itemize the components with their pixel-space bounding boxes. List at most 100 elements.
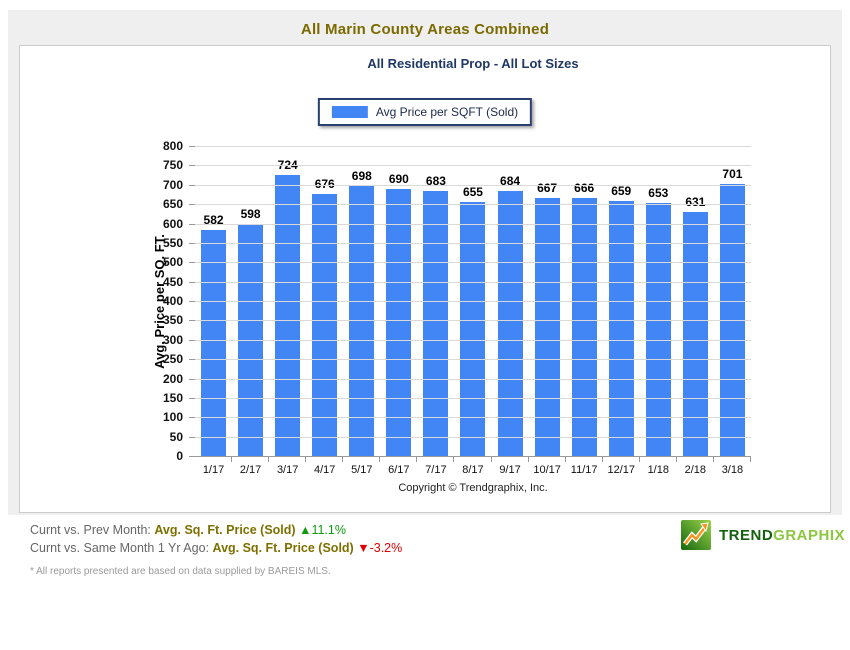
gridline [195,417,751,419]
legend: Avg Price per SQFT (Sold) [317,98,533,126]
y-tick-label: 500 [162,255,183,270]
bar-slot: 667 [529,146,566,456]
x-tick-mark [490,457,492,462]
stats-value: -3.2% [369,541,403,555]
bar-value-label: 598 [240,207,261,222]
bar-value-label: 653 [648,185,669,200]
y-tick-label: 350 [162,313,183,328]
y-tick-mark [189,456,195,457]
x-tick-label: 2/18 [677,457,714,476]
bar-slot: 701 [714,146,751,456]
y-tick-mark [189,223,195,225]
gridline [195,223,751,225]
y-tick-label: 150 [162,390,183,405]
y-tick-label: 650 [162,197,183,212]
bar-value-label: 631 [685,194,706,209]
x-axis-labels: 1/17 2/17 3/17 4/17 5/17 6/17 7/17 8/17 9/17 10/1… [195,457,751,476]
y-tick-label: 300 [162,332,183,347]
stats-metric: Avg. Sq. Ft. Price (Sold) [212,541,358,555]
bar-slot: 653 [640,146,677,456]
gridline [195,165,751,167]
y-tick-mark [189,242,195,244]
bar-value-label: 684 [500,173,521,188]
x-tick-mark [453,457,455,462]
y-tick-mark [189,339,195,341]
gridline [195,262,751,264]
bar-slot: 666 [566,146,603,456]
bar: 582 [201,213,227,456]
bar: 666 [571,181,597,456]
bar-value-label: 659 [611,183,632,198]
bar: 684 [497,174,523,456]
y-tick-mark [189,165,195,167]
bar-slot: 684 [492,146,529,456]
y-tick-label: 700 [162,177,183,192]
x-tick-label: 4/17 [306,457,344,476]
y-tick-label: 600 [162,216,183,231]
bar: 676 [312,177,338,456]
x-tick-label: 3/17 [269,457,307,476]
x-axis-line [189,456,751,457]
bar-value-label: 698 [351,168,372,183]
y-tick-mark [189,320,195,322]
y-tick-mark [189,262,195,264]
bar: 701 [719,167,745,456]
plot-area: 582 598 724 676 698 690 683 655 684 667 666 659 653 6… [163,139,751,463]
x-tick-label: 7/17 [417,457,455,476]
legend-swatch-icon [331,106,368,118]
trendgraphix-logo: TRENDGRAPHIX [681,520,845,550]
bar: 724 [275,158,301,456]
gridline [195,397,751,399]
gridline [195,359,751,361]
stats-value: 11.1% [311,523,346,537]
y-tick-label: 250 [162,352,183,367]
bar: 667 [534,181,560,456]
y-tick-label: 450 [162,274,183,289]
bar-value-label: 690 [388,171,409,186]
y-tick-mark [189,281,195,283]
x-tick-label: 6/17 [380,457,418,476]
x-tick-label: 3/18 [714,457,751,476]
bar: 655 [460,185,486,456]
x-tick-label: 5/17 [343,457,381,476]
stats-label: Curnt vs. Prev Month: [30,523,155,537]
up-arrow-icon: ▲ [299,523,312,537]
x-tick-mark [749,457,751,462]
y-tick-mark [189,204,195,206]
bar-value-label: 676 [314,177,335,192]
bar-slot: 655 [454,146,491,456]
chart-subtitle: All Residential Prop - All Lot Sizes [367,56,579,71]
footnote: * All reports presented are based on dat… [30,566,331,577]
x-tick-mark [231,457,233,462]
bar-slot: 683 [417,146,454,456]
page-title: All Marin County Areas Combined [300,21,550,38]
y-tick-label: 550 [162,235,183,250]
y-tick-mark [189,397,195,399]
x-tick-label: 11/17 [566,457,603,476]
stats-line-year-ago: Curnt vs. Same Month 1 Yr Ago: Avg. Sq. … [30,539,402,557]
y-tick-label: 200 [162,371,183,386]
bar: 683 [423,174,449,456]
gridline [195,378,751,380]
x-tick-mark [601,457,603,462]
y-tick-mark [189,378,195,380]
y-tick-mark [189,417,195,419]
trendgraphix-logo-icon [681,520,711,550]
y-tick-label: 800 [162,139,183,153]
y-tick-mark [189,359,195,361]
x-tick-mark [675,457,677,462]
x-tick-mark [268,457,270,462]
y-tick-mark [189,301,195,302]
x-tick-mark [416,457,418,462]
bar: 690 [386,172,412,456]
x-tick-label: 10/17 [529,457,566,476]
bar: 631 [682,195,708,456]
down-arrow-icon: ▼ [357,541,370,555]
y-tick-mark [189,184,195,186]
gridline [195,301,751,302]
gridline [195,184,751,186]
x-tick-mark [712,457,714,462]
gridline [195,146,751,147]
bar-value-label: 667 [537,180,558,195]
x-tick-label: 2/17 [232,457,270,476]
